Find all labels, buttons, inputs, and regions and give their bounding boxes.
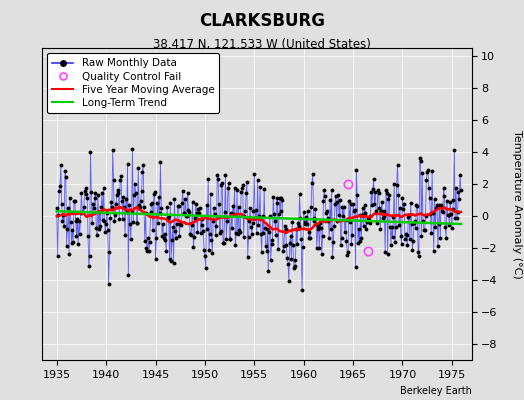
Text: Berkeley Earth: Berkeley Earth (400, 386, 472, 396)
Text: 38.417 N, 121.533 W (United States): 38.417 N, 121.533 W (United States) (153, 38, 371, 51)
Legend: Raw Monthly Data, Quality Control Fail, Five Year Moving Average, Long-Term Tren: Raw Monthly Data, Quality Control Fail, … (47, 53, 220, 113)
Y-axis label: Temperature Anomaly (°C): Temperature Anomaly (°C) (512, 130, 522, 278)
Text: CLARKSBURG: CLARKSBURG (199, 12, 325, 30)
